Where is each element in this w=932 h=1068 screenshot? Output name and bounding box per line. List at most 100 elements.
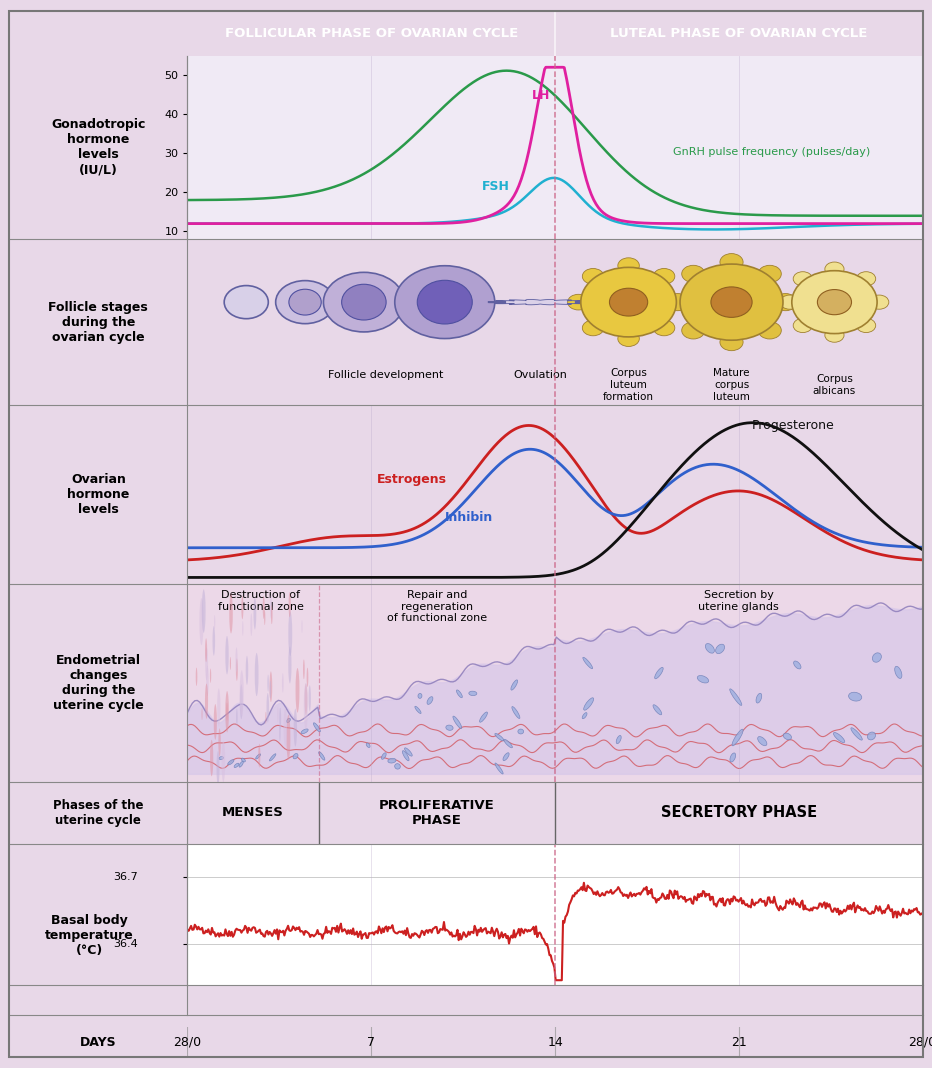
Ellipse shape bbox=[267, 693, 269, 723]
Ellipse shape bbox=[403, 751, 409, 760]
Ellipse shape bbox=[503, 753, 509, 760]
Ellipse shape bbox=[229, 594, 233, 633]
Ellipse shape bbox=[242, 621, 243, 635]
Ellipse shape bbox=[305, 684, 308, 716]
Ellipse shape bbox=[308, 686, 311, 711]
Text: SECRETORY PHASE: SECRETORY PHASE bbox=[661, 805, 817, 820]
Ellipse shape bbox=[201, 708, 202, 720]
Ellipse shape bbox=[681, 321, 705, 339]
Ellipse shape bbox=[226, 703, 227, 721]
Ellipse shape bbox=[706, 644, 715, 654]
Ellipse shape bbox=[205, 684, 208, 719]
Ellipse shape bbox=[230, 657, 231, 670]
Ellipse shape bbox=[286, 714, 291, 759]
Ellipse shape bbox=[234, 764, 239, 768]
Text: MENSES: MENSES bbox=[222, 806, 284, 819]
Ellipse shape bbox=[254, 597, 256, 629]
Text: 36.7: 36.7 bbox=[113, 873, 138, 882]
Text: Estrogens: Estrogens bbox=[377, 473, 446, 486]
Ellipse shape bbox=[732, 729, 743, 745]
Ellipse shape bbox=[313, 723, 321, 732]
Ellipse shape bbox=[653, 268, 675, 284]
Ellipse shape bbox=[295, 669, 299, 712]
Ellipse shape bbox=[294, 709, 297, 747]
Ellipse shape bbox=[216, 751, 220, 785]
Ellipse shape bbox=[774, 294, 797, 311]
Ellipse shape bbox=[266, 711, 267, 724]
Text: Mature
corpus
luteum: Mature corpus luteum bbox=[713, 368, 750, 402]
Ellipse shape bbox=[780, 295, 800, 310]
Ellipse shape bbox=[504, 739, 513, 748]
Ellipse shape bbox=[388, 758, 396, 763]
Ellipse shape bbox=[240, 761, 243, 767]
Ellipse shape bbox=[681, 265, 705, 282]
Text: Inhibin: Inhibin bbox=[445, 511, 493, 523]
Ellipse shape bbox=[857, 318, 876, 332]
Ellipse shape bbox=[219, 756, 224, 759]
Ellipse shape bbox=[240, 685, 243, 719]
Ellipse shape bbox=[568, 295, 589, 310]
Ellipse shape bbox=[654, 668, 664, 679]
Ellipse shape bbox=[293, 754, 298, 759]
Ellipse shape bbox=[280, 725, 281, 741]
Text: Destruction of
functional zone: Destruction of functional zone bbox=[218, 591, 304, 612]
Ellipse shape bbox=[241, 596, 243, 619]
Text: DAYS: DAYS bbox=[80, 1036, 116, 1049]
Text: LUTEAL PHASE OF OVARIAN CYCLE: LUTEAL PHASE OF OVARIAN CYCLE bbox=[610, 27, 868, 40]
Text: Gonadotropic
hormone
levels
(IU/L): Gonadotropic hormone levels (IU/L) bbox=[51, 119, 145, 176]
Ellipse shape bbox=[783, 733, 791, 740]
Ellipse shape bbox=[518, 729, 524, 734]
Ellipse shape bbox=[582, 657, 593, 669]
Text: Progesterone: Progesterone bbox=[752, 419, 835, 433]
Ellipse shape bbox=[307, 668, 308, 687]
Ellipse shape bbox=[720, 333, 743, 350]
Ellipse shape bbox=[263, 596, 265, 618]
Ellipse shape bbox=[226, 635, 228, 674]
Ellipse shape bbox=[210, 740, 213, 776]
Ellipse shape bbox=[217, 689, 221, 726]
Ellipse shape bbox=[415, 706, 421, 713]
Ellipse shape bbox=[668, 295, 690, 310]
Ellipse shape bbox=[445, 725, 453, 731]
Text: Phases of the
uterine cycle: Phases of the uterine cycle bbox=[53, 799, 144, 827]
Ellipse shape bbox=[697, 676, 708, 682]
Ellipse shape bbox=[857, 271, 876, 286]
Ellipse shape bbox=[205, 647, 208, 680]
Ellipse shape bbox=[653, 320, 675, 335]
Text: Corpus
luteum
formation: Corpus luteum formation bbox=[603, 368, 654, 402]
Ellipse shape bbox=[381, 753, 386, 759]
Polygon shape bbox=[488, 299, 593, 304]
Ellipse shape bbox=[288, 611, 293, 656]
Ellipse shape bbox=[267, 675, 268, 692]
Ellipse shape bbox=[716, 644, 724, 654]
Ellipse shape bbox=[870, 295, 889, 310]
Ellipse shape bbox=[418, 280, 473, 324]
Ellipse shape bbox=[269, 754, 276, 761]
Text: Follicle stages
during the
ovarian cycle: Follicle stages during the ovarian cycle bbox=[48, 300, 148, 344]
Ellipse shape bbox=[269, 672, 272, 702]
Text: LH: LH bbox=[531, 89, 550, 101]
Ellipse shape bbox=[825, 262, 844, 277]
Ellipse shape bbox=[583, 697, 594, 710]
Ellipse shape bbox=[196, 668, 198, 686]
Ellipse shape bbox=[618, 331, 639, 346]
Text: 28/0: 28/0 bbox=[173, 1036, 201, 1049]
Ellipse shape bbox=[582, 320, 604, 335]
Ellipse shape bbox=[469, 691, 477, 695]
Ellipse shape bbox=[582, 712, 587, 719]
Text: Endometrial
changes
during the
uterine cycle: Endometrial changes during the uterine c… bbox=[53, 654, 144, 712]
Ellipse shape bbox=[236, 708, 238, 726]
Ellipse shape bbox=[205, 639, 207, 662]
Ellipse shape bbox=[282, 673, 283, 692]
Ellipse shape bbox=[868, 732, 875, 740]
Ellipse shape bbox=[730, 753, 735, 761]
Ellipse shape bbox=[793, 318, 813, 332]
Text: GnRH pulse frequency (pulses/day): GnRH pulse frequency (pulses/day) bbox=[673, 147, 870, 157]
Text: 14: 14 bbox=[547, 1036, 563, 1049]
Ellipse shape bbox=[792, 270, 877, 333]
Ellipse shape bbox=[270, 595, 272, 618]
Ellipse shape bbox=[289, 289, 322, 315]
Ellipse shape bbox=[276, 281, 335, 324]
Ellipse shape bbox=[418, 693, 422, 698]
Ellipse shape bbox=[225, 285, 268, 318]
